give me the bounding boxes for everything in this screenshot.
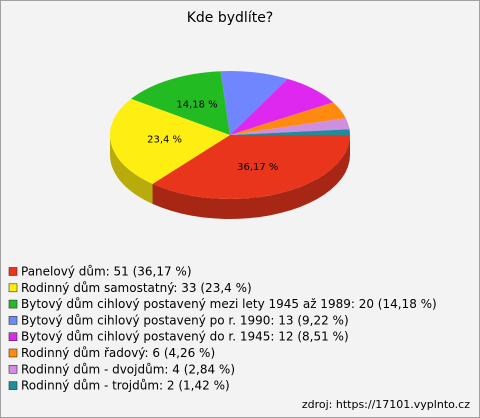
pie-slice (230, 78, 334, 135)
pie-slice (220, 71, 288, 135)
value-label: 23,4 % (147, 135, 182, 146)
legend-swatch (8, 316, 18, 325)
pie-slice (230, 118, 350, 135)
pie-side (110, 135, 153, 204)
legend-label: Bytový dům cihlový postavený do r. 1945:… (21, 330, 349, 344)
pie-slice (131, 71, 230, 135)
legend-swatch (8, 267, 18, 276)
value-label: 14,18 % (176, 100, 217, 111)
legend-label: Rodinný dům - trojdům: 2 (1,42 %) (21, 379, 230, 393)
pie-slice (110, 98, 230, 184)
legend-label: Panelový dům: 51 (36,17 %) (21, 265, 192, 279)
legend-swatch (8, 332, 18, 342)
legend-label: Rodinný dům samostatný: 33 (23,4 %) (21, 281, 252, 295)
legend-swatch (8, 299, 18, 309)
pie-side (152, 135, 350, 219)
pie-slice (152, 135, 350, 199)
legend-label: Bytový dům cihlový postavený po r. 1990:… (21, 313, 349, 327)
legend-swatch (8, 348, 18, 358)
source: zdroj: https://17101.vyplnto.cz (302, 398, 470, 411)
pie-slice (230, 129, 350, 135)
pie-slice (230, 102, 346, 135)
legend-label: Bytový dům cihlový postavený mezi lety 1… (21, 297, 437, 311)
chart-title: Kde bydlíte? (187, 10, 274, 26)
legend-label: Rodinný dům řadový: 6 (4,26 %) (21, 346, 215, 360)
legend-label: Rodinný dům - dvojdům: 4 (2,84 %) (21, 362, 235, 376)
legend-swatch (8, 381, 18, 390)
value-label: 36,17 % (237, 162, 278, 173)
legend-swatch (8, 364, 18, 374)
legend-swatch (8, 283, 18, 293)
